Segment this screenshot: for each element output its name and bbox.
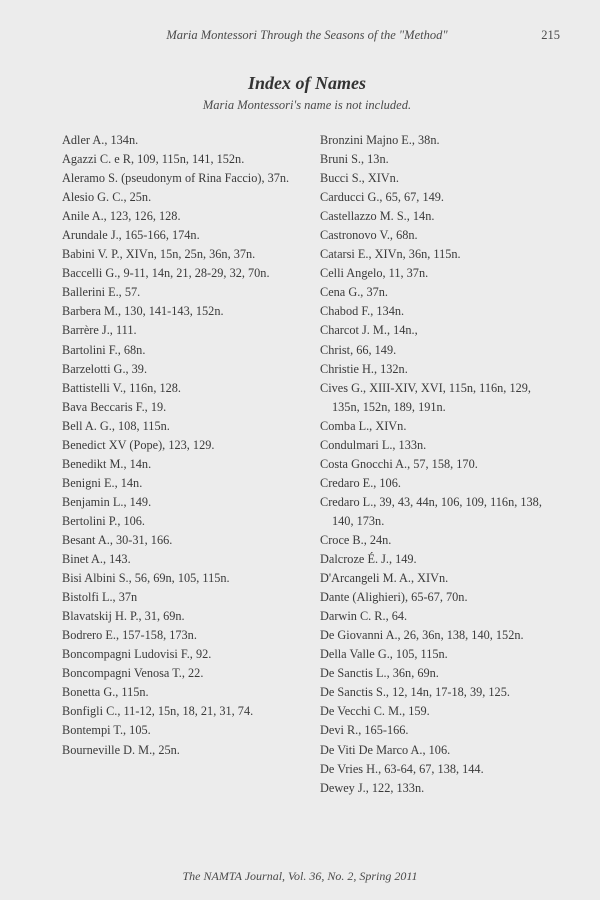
index-entry: Bonetta G., 115n. xyxy=(62,683,294,702)
index-entry: Battistelli V., 116n, 128. xyxy=(62,379,294,398)
index-entry: Dante (Alighieri), 65-67, 70n. xyxy=(320,588,552,607)
index-entry: Comba L., XIVn. xyxy=(320,417,552,436)
index-entry: De Sanctis L., 36n, 69n. xyxy=(320,664,552,683)
index-column-left: Adler A., 134n.Agazzi C. e R, 109, 115n,… xyxy=(62,131,294,798)
index-entry: Credaro L., 39, 43, 44n, 106, 109, 116n,… xyxy=(320,493,552,531)
index-column-right: Bronzini Majno E., 38n.Bruni S., 13n.Buc… xyxy=(320,131,552,798)
index-entry: Boncompagni Ludovisi F., 92. xyxy=(62,645,294,664)
index-title: Index of Names xyxy=(62,73,552,94)
index-entry: Castellazzo M. S., 14n. xyxy=(320,207,552,226)
page-number: 215 xyxy=(541,28,560,43)
index-entry: De Viti De Marco A., 106. xyxy=(320,741,552,760)
index-entry: Bruni S., 13n. xyxy=(320,150,552,169)
index-entry: Benedikt M., 14n. xyxy=(62,455,294,474)
index-entry: Bartolini F., 68n. xyxy=(62,341,294,360)
index-entry: Besant A., 30-31, 166. xyxy=(62,531,294,550)
index-entry: Bourneville D. M., 25n. xyxy=(62,741,294,760)
index-entry: Benigni E., 14n. xyxy=(62,474,294,493)
index-entry: Christ, 66, 149. xyxy=(320,341,552,360)
index-entry: Aleramo S. (pseudonym of Rina Faccio), 3… xyxy=(62,169,294,188)
index-entry: Barrère J., 111. xyxy=(62,321,294,340)
index-entry: Blavatskij H. P., 31, 69n. xyxy=(62,607,294,626)
index-entry: Adler A., 134n. xyxy=(62,131,294,150)
index-entry: Bontempi T., 105. xyxy=(62,721,294,740)
index-entry: Darwin C. R., 64. xyxy=(320,607,552,626)
index-entry: Babini V. P., XIVn, 15n, 25n, 36n, 37n. xyxy=(62,245,294,264)
index-entry: Celli Angelo, 11, 37n. xyxy=(320,264,552,283)
index-entry: De Sanctis S., 12, 14n, 17-18, 39, 125. xyxy=(320,683,552,702)
index-entry: Benedict XV (Pope), 123, 129. xyxy=(62,436,294,455)
index-entry: Christie H., 132n. xyxy=(320,360,552,379)
index-entry: Bodrero E., 157-158, 173n. xyxy=(62,626,294,645)
index-entry: Boncompagni Venosa T., 22. xyxy=(62,664,294,683)
index-entry: Credaro E., 106. xyxy=(320,474,552,493)
index-entry: Arundale J., 165-166, 174n. xyxy=(62,226,294,245)
index-entry: De Giovanni A., 26, 36n, 138, 140, 152n. xyxy=(320,626,552,645)
index-entry: Ballerini E., 57. xyxy=(62,283,294,302)
index-entry: Bisi Albini S., 56, 69n, 105, 115n. xyxy=(62,569,294,588)
index-entry: D'Arcangeli M. A., XIVn. xyxy=(320,569,552,588)
index-entry: Anile A., 123, 126, 128. xyxy=(62,207,294,226)
index-entry: Devi R., 165-166. xyxy=(320,721,552,740)
index-entry: Dewey J., 122, 133n. xyxy=(320,779,552,798)
index-entry: Dalcroze É. J., 149. xyxy=(320,550,552,569)
index-entry: Catarsi E., XIVn, 36n, 115n. xyxy=(320,245,552,264)
running-head: Maria Montessori Through the Seasons of … xyxy=(62,28,552,43)
index-entry: Barzelotti G., 39. xyxy=(62,360,294,379)
index-entry: Croce B., 24n. xyxy=(320,531,552,550)
index-entry: Bava Beccaris F., 19. xyxy=(62,398,294,417)
index-subtitle: Maria Montessori's name is not included. xyxy=(62,98,552,113)
index-entry: Alesio G. C., 25n. xyxy=(62,188,294,207)
index-entry: Castronovo V., 68n. xyxy=(320,226,552,245)
index-entry: Costa Gnocchi A., 57, 158, 170. xyxy=(320,455,552,474)
index-entry: De Vries H., 63-64, 67, 138, 144. xyxy=(320,760,552,779)
index-entry: Benjamin L., 149. xyxy=(62,493,294,512)
running-title: Maria Montessori Through the Seasons of … xyxy=(166,28,447,42)
index-entry: Bell A. G., 108, 115n. xyxy=(62,417,294,436)
page: Maria Montessori Through the Seasons of … xyxy=(0,0,600,900)
index-entry: Barbera M., 130, 141-143, 152n. xyxy=(62,302,294,321)
index-entry: Binet A., 143. xyxy=(62,550,294,569)
index-entry: Carducci G., 65, 67, 149. xyxy=(320,188,552,207)
index-entry: Bertolini P., 106. xyxy=(62,512,294,531)
index-entry: Cives G., XIII-XIV, XVI, 115n, 116n, 129… xyxy=(320,379,552,417)
index-entry: Bistolfi L., 37n xyxy=(62,588,294,607)
index-entry: Baccelli G., 9-11, 14n, 21, 28-29, 32, 7… xyxy=(62,264,294,283)
index-entry: Charcot J. M., 14n., xyxy=(320,321,552,340)
index-entry: Bonfigli C., 11-12, 15n, 18, 21, 31, 74. xyxy=(62,702,294,721)
index-columns: Adler A., 134n.Agazzi C. e R, 109, 115n,… xyxy=(62,131,552,798)
index-entry: De Vecchi C. M., 159. xyxy=(320,702,552,721)
index-entry: Chabod F., 134n. xyxy=(320,302,552,321)
index-entry: Della Valle G., 105, 115n. xyxy=(320,645,552,664)
index-entry: Cena G., 37n. xyxy=(320,283,552,302)
index-entry: Agazzi C. e R, 109, 115n, 141, 152n. xyxy=(62,150,294,169)
journal-footer: The NAMTA Journal, Vol. 36, No. 2, Sprin… xyxy=(0,869,600,884)
index-entry: Bronzini Majno E., 38n. xyxy=(320,131,552,150)
index-entry: Bucci S., XIVn. xyxy=(320,169,552,188)
index-entry: Condulmari L., 133n. xyxy=(320,436,552,455)
